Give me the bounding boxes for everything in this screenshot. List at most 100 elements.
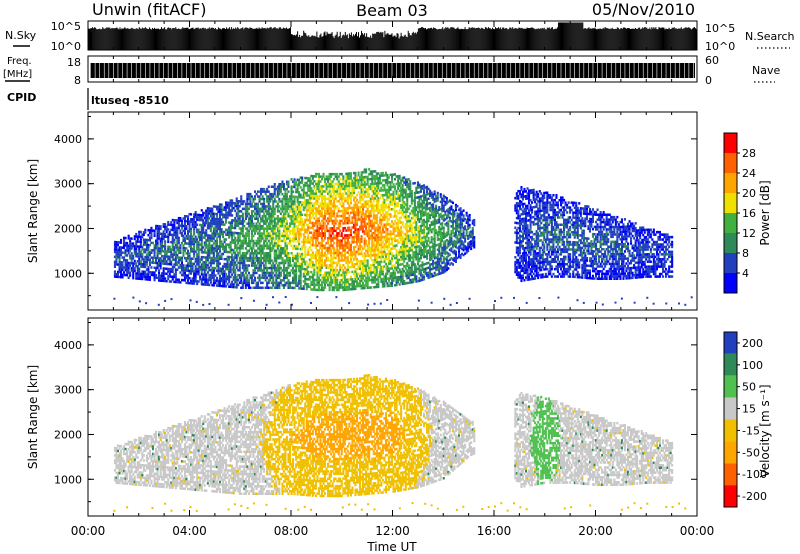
echo-cell	[232, 283, 235, 286]
echo-cell	[244, 256, 247, 260]
echo-cell	[320, 288, 323, 292]
echo-cell	[348, 219, 351, 222]
echo-cell	[287, 183, 290, 186]
echo-cell	[264, 205, 267, 208]
echo-cell	[354, 221, 357, 224]
echo-cell	[305, 265, 308, 269]
echo-cell	[212, 222, 215, 225]
echo-cell	[247, 264, 250, 267]
echo-cell	[231, 231, 234, 234]
echo-cell	[356, 262, 359, 266]
echo-cell	[257, 220, 260, 223]
echo-cell	[202, 260, 205, 264]
echo-cell	[342, 249, 345, 252]
echo-cell	[218, 262, 221, 265]
echo-cell	[354, 240, 357, 244]
echo-cell	[334, 278, 337, 282]
echo-cell	[320, 205, 323, 208]
echo-cell	[316, 180, 319, 183]
echo-cell	[289, 229, 292, 233]
echo-cell	[346, 234, 349, 237]
echo-cell	[225, 275, 228, 278]
echo-cell	[276, 195, 279, 198]
echo-cell	[371, 185, 374, 188]
echo-cell	[366, 284, 369, 287]
echo-cell	[339, 239, 342, 242]
echo-cell	[295, 279, 298, 282]
echo-cell	[225, 201, 228, 204]
echo-cell	[238, 251, 241, 255]
echo-cell	[226, 233, 229, 236]
echo-cell	[359, 186, 362, 189]
echo-cell	[252, 286, 255, 289]
search-label: N.Search	[745, 30, 795, 43]
echo-cell	[235, 219, 238, 223]
echo-cell	[156, 234, 159, 238]
echo-cell	[328, 205, 331, 208]
echo-cell	[174, 278, 177, 281]
echo-cell	[345, 236, 348, 240]
echo-cell	[257, 242, 260, 245]
echo-cell	[363, 259, 366, 263]
echo-cell	[185, 257, 188, 260]
echo-cell	[308, 214, 311, 217]
echo-cell	[301, 225, 304, 229]
echo-cell	[317, 286, 320, 289]
echo-cell	[345, 273, 348, 277]
echo-cell	[333, 241, 336, 245]
echo-cell	[267, 210, 270, 213]
echo-cell	[170, 233, 173, 236]
echo-cell	[372, 189, 375, 193]
echo-cell	[173, 226, 176, 229]
echo-cell	[225, 250, 228, 254]
echo-cell	[167, 233, 170, 236]
echo-cell	[276, 192, 279, 196]
echo-cell	[115, 258, 118, 261]
echo-cell	[129, 244, 132, 248]
echo-cell	[266, 259, 269, 262]
echo-cell	[301, 267, 304, 271]
echo-cell	[228, 255, 231, 259]
echo-cell	[368, 244, 371, 247]
echo-cell	[203, 273, 206, 276]
echo-cell	[177, 266, 180, 269]
echo-cell	[159, 279, 162, 282]
echo-cell	[194, 260, 197, 263]
echo-cell	[252, 229, 255, 233]
echo-cell	[238, 239, 241, 242]
echo-cell	[276, 229, 279, 233]
echo-cell	[214, 205, 217, 208]
echo-cell	[200, 278, 203, 281]
echo-cell	[185, 252, 188, 255]
echo-cell	[313, 288, 316, 291]
echo-cell	[270, 220, 273, 223]
echo-cell	[136, 265, 139, 268]
echo-cell	[123, 241, 126, 245]
echo-cell	[365, 230, 368, 233]
echo-cell	[133, 269, 136, 273]
echo-cell	[209, 214, 212, 218]
echo-cell	[287, 271, 290, 275]
echo-cell	[296, 200, 299, 204]
echo-cell	[374, 209, 377, 212]
echo-cell	[308, 177, 311, 180]
echo-cell	[337, 256, 340, 260]
echo-cell	[153, 246, 156, 250]
echo-cell	[325, 227, 328, 230]
echo-cell	[284, 252, 287, 255]
echo-cell	[368, 212, 371, 215]
echo-cell	[272, 224, 275, 228]
echo-cell	[241, 229, 244, 233]
echo-cell	[366, 286, 369, 289]
echo-cell	[278, 252, 281, 255]
echo-cell	[317, 232, 320, 235]
echo-cell	[290, 286, 293, 289]
echo-cell	[305, 204, 308, 207]
echo-cell	[281, 200, 284, 203]
echo-cell	[196, 243, 199, 246]
echo-cell	[190, 279, 193, 283]
echo-cell	[304, 248, 307, 251]
echo-cell	[190, 247, 193, 251]
echo-cell	[325, 276, 328, 279]
echo-cell	[281, 202, 284, 206]
